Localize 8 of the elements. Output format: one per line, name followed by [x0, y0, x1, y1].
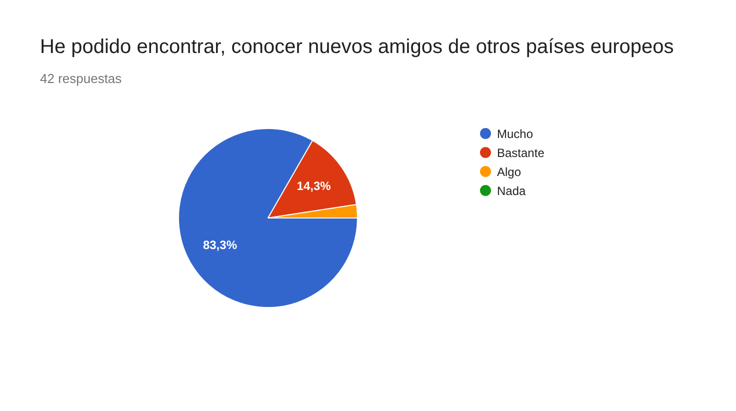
legend-label: Nada — [497, 184, 526, 198]
chart-title: He podido encontrar, conocer nuevos amigos de otros países europeos — [40, 36, 674, 59]
legend-label: Algo — [497, 164, 522, 178]
data-label: 83,3% — [202, 238, 238, 252]
chart-subtitle: 42 respuestas — [40, 71, 122, 86]
legend-label: Bastante — [497, 146, 544, 160]
legend-label: Mucho — [497, 126, 534, 140]
data-label: 14,3% — [296, 178, 332, 193]
